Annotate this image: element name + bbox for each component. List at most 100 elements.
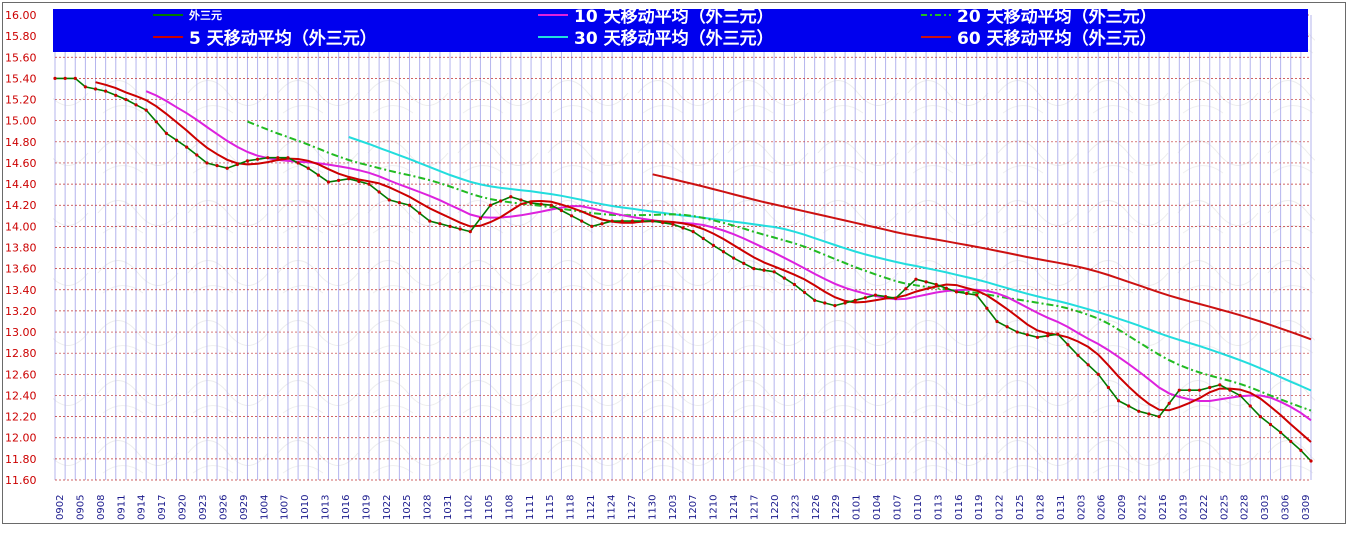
- x-tick-label: 0110: [913, 495, 924, 520]
- x-tick-label: 1105: [484, 495, 495, 520]
- x-tick-label: 0225: [1219, 495, 1230, 520]
- x-tick-label: 0926: [218, 495, 229, 520]
- price-point: [266, 156, 270, 160]
- price-point: [1299, 448, 1303, 453]
- price-point: [1268, 422, 1273, 427]
- x-tick-label: 1207: [688, 495, 699, 520]
- x-tick-label: 0309: [1301, 495, 1312, 520]
- x-tick-label: 0914: [137, 495, 148, 520]
- legend-label-ma20: 20 天移动平均（外三元）: [957, 6, 1157, 27]
- price-point: [924, 280, 928, 284]
- x-tick-label: 1121: [586, 495, 597, 520]
- price-point: [387, 198, 391, 202]
- price-point: [1228, 388, 1232, 392]
- x-tick-label: 0219: [1178, 495, 1189, 520]
- line-chart: 16.00 15.80 15.60 15.40 15.20 15.00 14.80 14.60…: [5, 6, 1315, 520]
- price-point: [478, 216, 483, 221]
- series-line-ma10: [145, 90, 1312, 422]
- x-tick-label: 0113: [933, 495, 944, 520]
- y-tick-label: 15.20: [5, 94, 37, 107]
- x-tick-label: 0228: [1240, 495, 1251, 520]
- price-point: [225, 166, 229, 170]
- y-tick-label: 14.20: [5, 199, 37, 212]
- price-point: [1197, 388, 1202, 392]
- price-point: [1258, 414, 1262, 419]
- y-axis: 16.00 15.80 15.60 15.40 15.20 15.00 14.80 14.60…: [5, 9, 37, 487]
- chart-frame: 16.00 15.80 15.60 15.40 15.20 15.00 14.80 14.60…: [2, 2, 1346, 524]
- price-point: [1187, 388, 1192, 392]
- price-point: [357, 179, 361, 184]
- price-point: [873, 293, 878, 297]
- x-tick-label: 1229: [831, 495, 842, 520]
- price-point: [488, 203, 493, 207]
- x-tick-label: 1226: [811, 495, 822, 520]
- price-point: [782, 276, 786, 280]
- price-point: [580, 219, 584, 223]
- x-tick-label: 1025: [402, 495, 413, 520]
- price-point: [985, 306, 989, 310]
- price-point: [93, 87, 98, 91]
- price-point: [1025, 333, 1029, 337]
- price-point: [428, 219, 432, 223]
- legend-label-ma30: 30 天移动平均（外三元）: [574, 28, 774, 49]
- series-line-ma60: [652, 173, 1312, 341]
- price-point: [954, 290, 959, 294]
- y-tick-label: 14.00: [5, 220, 37, 233]
- x-tick-label: 1013: [321, 495, 332, 520]
- x-axis: 0902 0905 0908 0911 0914 0917 0920 0923 0926 0929…: [55, 495, 1312, 520]
- price-point: [995, 319, 999, 324]
- y-tick-label: 12.80: [5, 347, 37, 360]
- x-tick-label: 1130: [647, 495, 658, 520]
- price-point: [1096, 372, 1100, 376]
- y-tick-label: 11.80: [5, 453, 37, 466]
- price-point: [1106, 385, 1111, 390]
- price-point: [1066, 343, 1070, 347]
- price-point: [559, 208, 564, 213]
- x-tick-label: 1007: [280, 495, 291, 520]
- price-point: [1127, 404, 1131, 408]
- y-tick-label: 13.00: [5, 326, 37, 339]
- x-tick-label: 0216: [1158, 495, 1169, 520]
- price-point: [1238, 393, 1242, 398]
- price-point: [701, 236, 705, 241]
- price-point: [1076, 353, 1080, 357]
- x-tick-label: 0107: [892, 495, 903, 520]
- y-tick-label: 15.00: [5, 115, 37, 128]
- x-tick-label: 0908: [96, 495, 107, 520]
- price-point: [205, 161, 209, 165]
- price-point: [651, 219, 655, 223]
- price-point: [711, 243, 715, 247]
- price-point: [742, 261, 746, 265]
- y-tick-label: 15.60: [5, 51, 37, 64]
- x-tick-label: 1102: [464, 495, 475, 520]
- x-tick-label: 0131: [1056, 495, 1067, 520]
- y-tick-label: 14.60: [5, 157, 37, 170]
- x-tick-label: 0902: [55, 495, 66, 520]
- price-point: [73, 76, 77, 81]
- y-tick-label: 12.40: [5, 389, 37, 402]
- price-point: [1015, 330, 1019, 334]
- x-tick-label: 1111: [525, 495, 536, 520]
- legend: 外三元 5 天移动平均（外三元） 10 天移动平均（外三元） 20 天移动平均（外三元…: [53, 6, 1308, 52]
- price-point: [823, 301, 827, 305]
- price-point: [691, 230, 695, 234]
- series-line-ma30: [348, 136, 1312, 392]
- y-tick-label: 13.60: [5, 263, 37, 276]
- x-tick-label: 1031: [443, 495, 454, 520]
- price-point: [529, 201, 533, 205]
- x-tick-label: 0222: [1199, 495, 1210, 520]
- price-point: [1248, 404, 1252, 408]
- price-point: [347, 177, 351, 181]
- price-point: [104, 89, 108, 93]
- y-tick-label: 13.80: [5, 242, 37, 255]
- x-tick-label: 1108: [504, 495, 515, 520]
- price-point: [1157, 414, 1161, 419]
- price-point: [975, 293, 979, 297]
- price-point: [590, 224, 594, 228]
- price-point: [671, 222, 675, 226]
- price-point: [1116, 399, 1121, 403]
- legend-label-ma10: 10 天移动平均（外三元）: [574, 6, 774, 27]
- series-line-ma20: [247, 120, 1312, 412]
- price-point: [1137, 409, 1141, 413]
- price-point: [53, 76, 57, 81]
